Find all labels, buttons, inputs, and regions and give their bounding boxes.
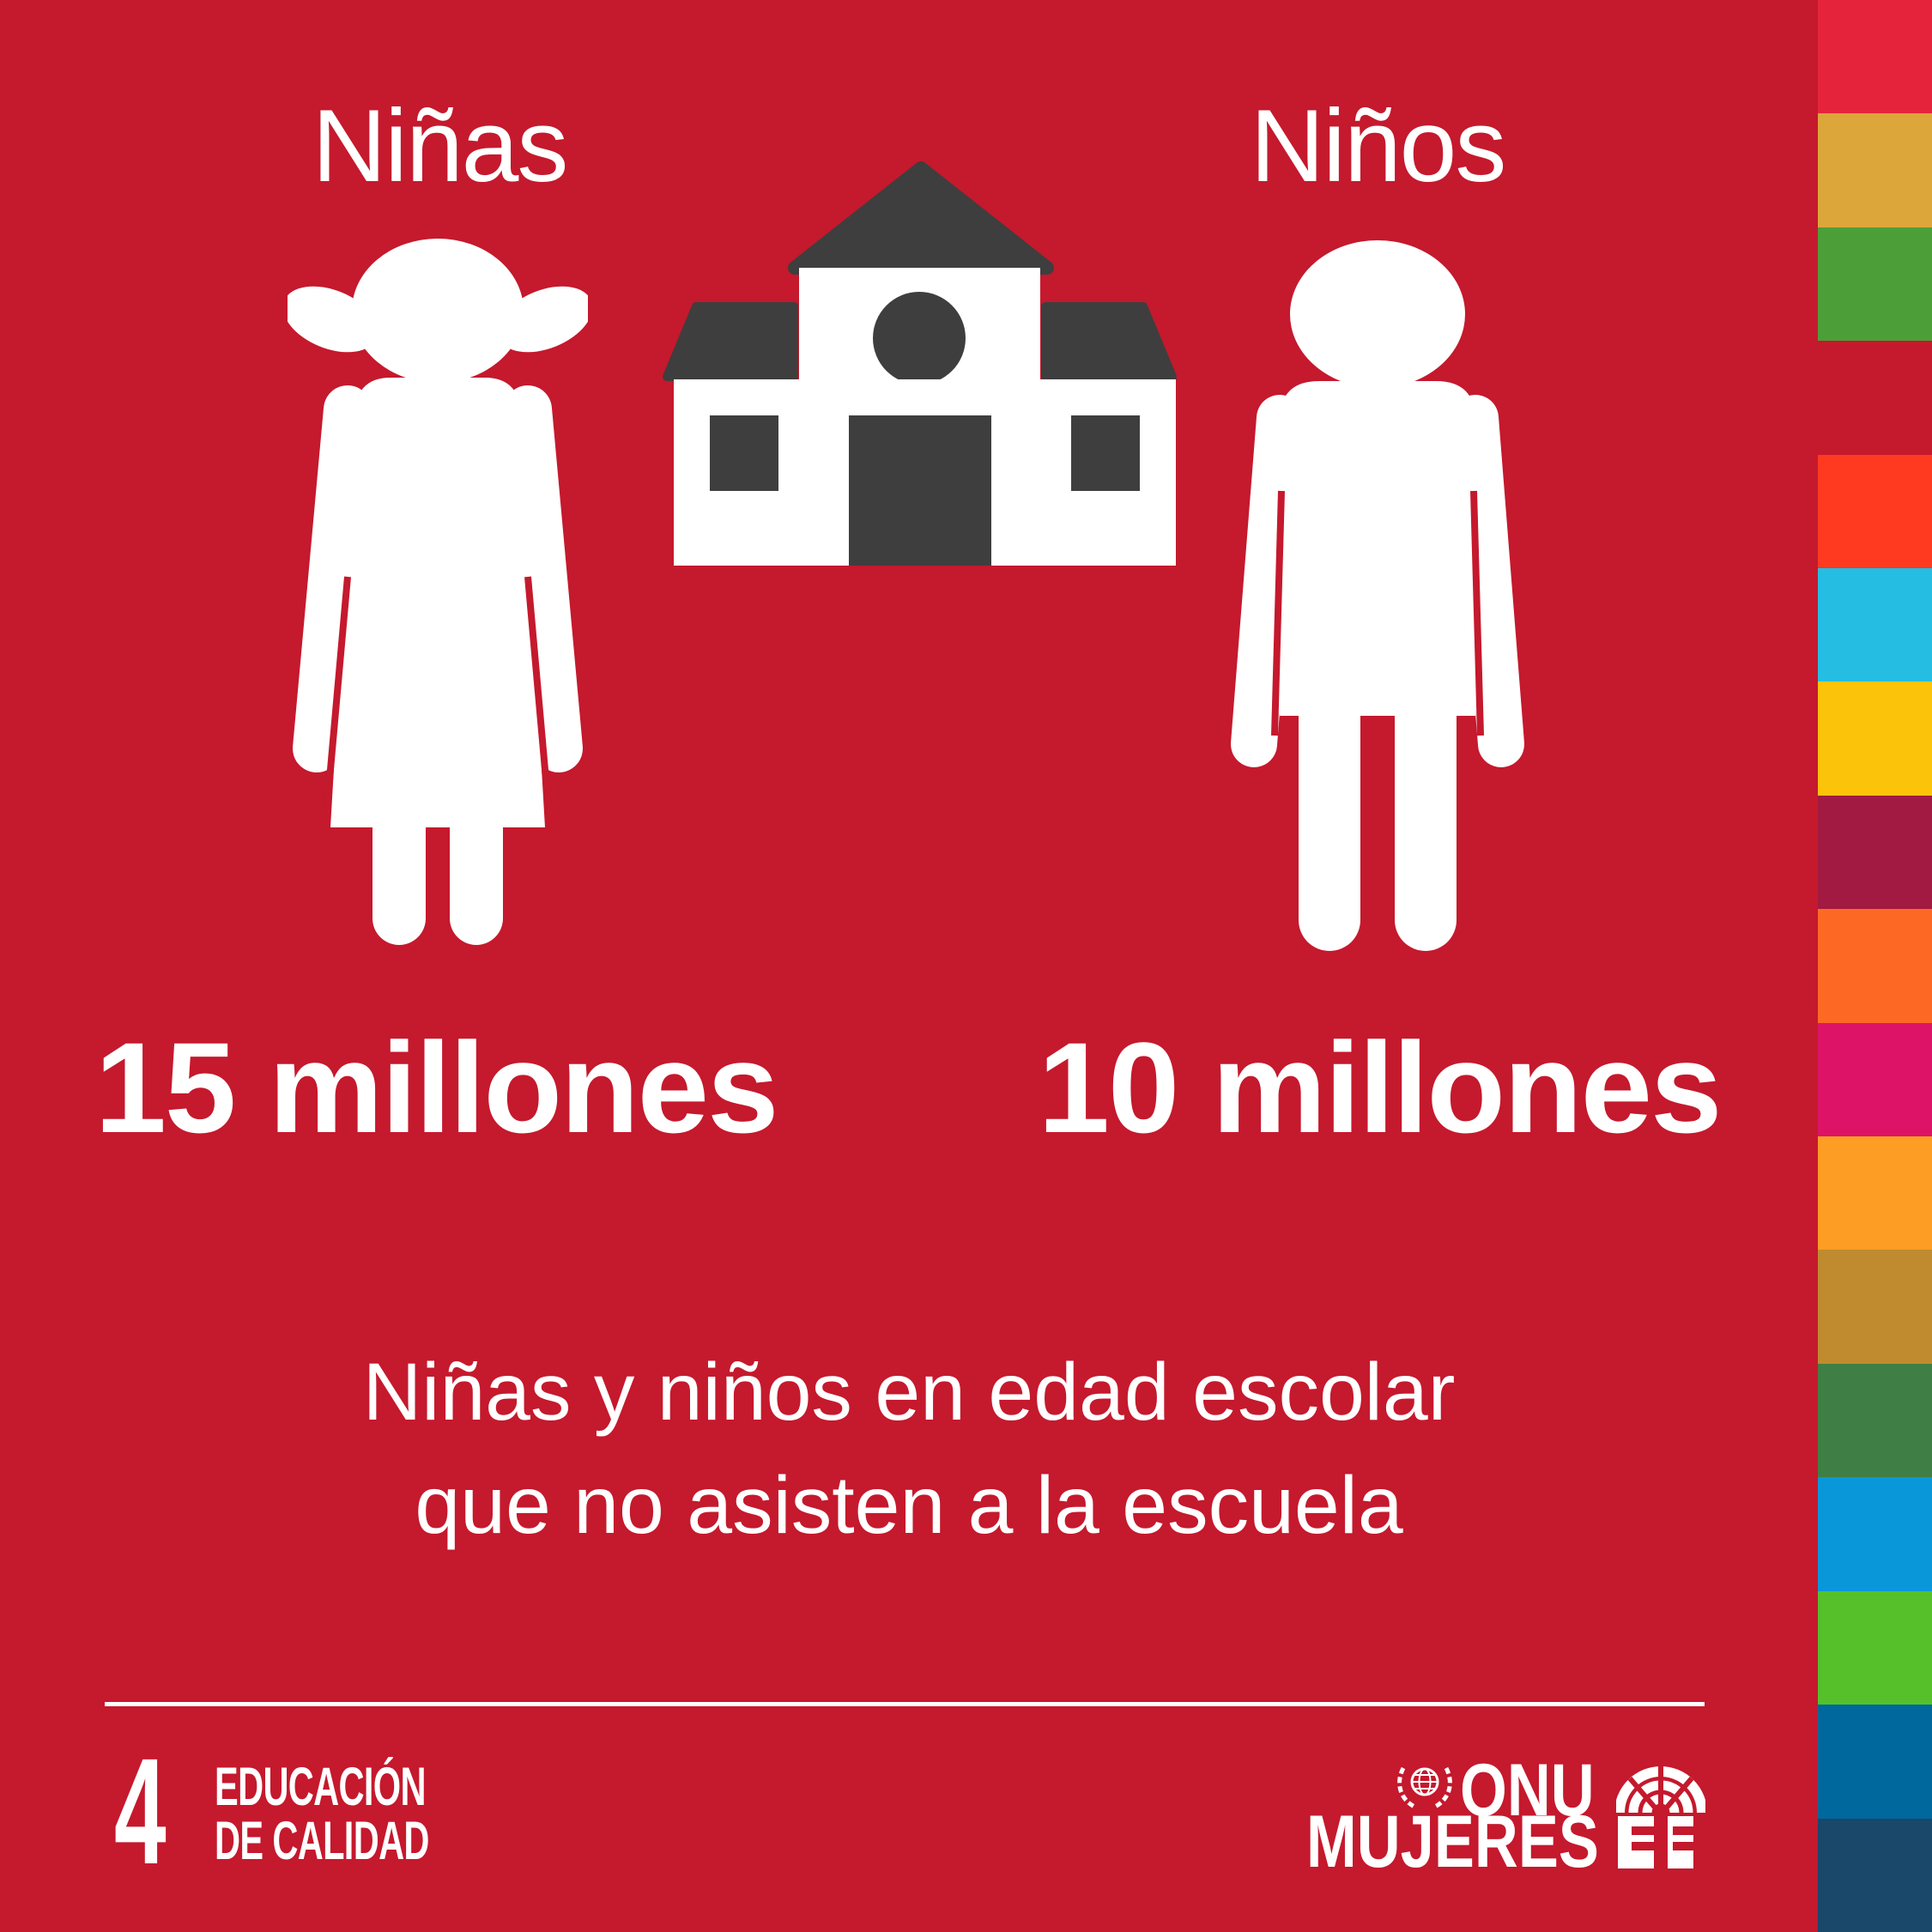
boys-value: 10 millones bbox=[1038, 1015, 1722, 1160]
girls-label: Niñas bbox=[312, 88, 569, 203]
sdg-color-block bbox=[1818, 454, 1932, 569]
sdg-goal-number: 4 bbox=[114, 1728, 167, 1896]
org-name-line-2: MUJERES bbox=[1306, 1801, 1599, 1883]
org-name-line-1: ONU bbox=[1460, 1749, 1595, 1832]
sdg-color-block bbox=[1818, 1250, 1932, 1364]
boy-icon bbox=[1231, 240, 1524, 951]
sdg-color-block bbox=[1818, 227, 1932, 342]
sdg-color-block bbox=[1818, 1136, 1932, 1251]
boys-label: Niños bbox=[1250, 88, 1507, 203]
sdg-goal-title-line-2: DE CALIDAD bbox=[215, 1811, 429, 1871]
sdg-color-block bbox=[1818, 681, 1932, 796]
sdg-color-block bbox=[1818, 0, 1932, 114]
caption-line-2: que no asisten a la escuela bbox=[415, 1460, 1403, 1551]
sdg-color-block bbox=[1818, 568, 1932, 682]
sdg-color-block bbox=[1818, 341, 1932, 455]
caption: Niñas y niños en edad escolar que no asi… bbox=[0, 1335, 1818, 1562]
girl-icon bbox=[288, 239, 588, 945]
sdg-goal-title-line-1: EDUCACIÓN bbox=[215, 1757, 427, 1817]
sdg-color-block bbox=[1818, 1705, 1932, 1819]
caption-line-1: Niñas y niños en edad escolar bbox=[362, 1347, 1456, 1438]
footer-divider bbox=[105, 1702, 1705, 1706]
sdg-color-block bbox=[1818, 909, 1932, 1023]
sdg-color-block bbox=[1818, 1363, 1932, 1478]
sdg-color-block bbox=[1818, 1590, 1932, 1705]
un-emblem-icon bbox=[1397, 1766, 1452, 1809]
girls-value: 15 millones bbox=[94, 1015, 778, 1160]
sdg-color-block bbox=[1818, 1477, 1932, 1591]
sdg-color-block bbox=[1818, 113, 1932, 227]
sdg-color-block bbox=[1818, 1818, 1932, 1932]
sdg-strip bbox=[1818, 0, 1932, 1932]
school-icon bbox=[663, 161, 1177, 566]
un-women-symbol-icon bbox=[1616, 1766, 1705, 1868]
sdg-color-block bbox=[1818, 795, 1932, 910]
sdg-color-block bbox=[1818, 1022, 1932, 1137]
